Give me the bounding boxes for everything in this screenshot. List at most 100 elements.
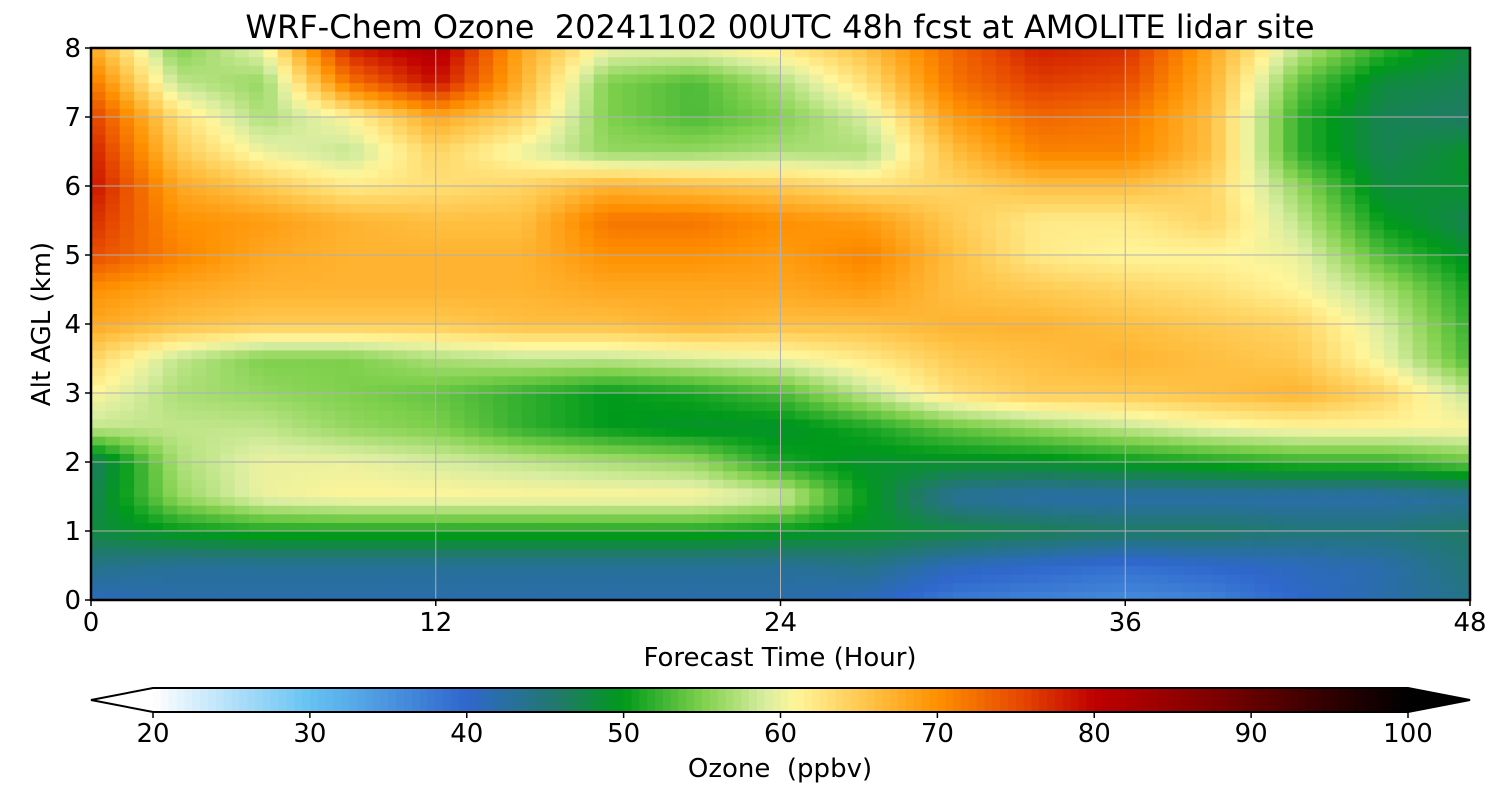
- heatmap-cell: [780, 384, 796, 394]
- heatmap-cell: [249, 168, 264, 178]
- heatmap-cell: [162, 117, 178, 127]
- heatmap-cell: [1082, 65, 1098, 75]
- heatmap-cell: [1082, 401, 1098, 411]
- heatmap-cell: [622, 160, 638, 170]
- heatmap-cell: [679, 194, 695, 204]
- heatmap-cell: [1182, 82, 1198, 92]
- heatmap-cell: [651, 48, 667, 58]
- heatmap-cell: [1168, 160, 1184, 170]
- heatmap-cell: [363, 73, 379, 84]
- heatmap-cell: [737, 315, 753, 325]
- heatmap-cell: [177, 574, 193, 584]
- heatmap-cell: [665, 237, 681, 247]
- heatmap-cell: [751, 255, 767, 265]
- heatmap-cell: [881, 522, 897, 532]
- heatmap-cell: [1168, 117, 1184, 127]
- heatmap-cell: [694, 108, 710, 118]
- heatmap-cell: [593, 565, 609, 575]
- heatmap-cell: [1024, 513, 1040, 523]
- heatmap-cell: [1067, 565, 1083, 575]
- heatmap-cell: [866, 384, 882, 394]
- heatmap-cell: [1039, 263, 1055, 273]
- heatmap-cell: [335, 341, 351, 351]
- heatmap-cell: [952, 306, 968, 316]
- heatmap-cell: [909, 453, 925, 463]
- heatmap-cell: [464, 82, 480, 92]
- heatmap-cell: [177, 229, 193, 239]
- heatmap-cell: [967, 531, 983, 541]
- heatmap-cell: [967, 298, 983, 308]
- heatmap-cell: [521, 134, 537, 144]
- heatmap-cell: [823, 436, 839, 446]
- heatmap-cell: [636, 91, 652, 101]
- heatmap-cell: [579, 384, 595, 394]
- heatmap-cell: [881, 505, 897, 515]
- heatmap-cell: [119, 513, 135, 523]
- heatmap-cell: [407, 479, 422, 489]
- heatmap-cell: [837, 211, 853, 222]
- heatmap-cell: [1125, 513, 1141, 523]
- heatmap-cell: [521, 56, 537, 66]
- heatmap-cell: [363, 237, 379, 247]
- heatmap-cell: [1182, 298, 1198, 308]
- heatmap-cell: [249, 280, 264, 291]
- heatmap-cell: [162, 375, 178, 385]
- heatmap-cell: [421, 358, 437, 368]
- heatmap-cell: [622, 177, 638, 187]
- heatmap-cell: [435, 272, 451, 282]
- heatmap-cell: [737, 591, 753, 600]
- heatmap-cell: [1082, 479, 1098, 489]
- heatmap-cell: [349, 211, 365, 222]
- heatmap-cell: [220, 349, 236, 360]
- heatmap-cell: [205, 505, 221, 515]
- heatmap-cell: [378, 255, 394, 265]
- heatmap-cell: [679, 556, 695, 567]
- heatmap-cell: [608, 332, 624, 342]
- heatmap-cell: [909, 401, 925, 411]
- heatmap-cell: [909, 82, 925, 92]
- heatmap-cell: [981, 341, 997, 351]
- heatmap-cell: [723, 73, 738, 84]
- heatmap-cell: [1096, 513, 1112, 523]
- heatmap-cell: [794, 591, 810, 600]
- heatmap-cell: [751, 280, 767, 291]
- heatmap-cell: [119, 177, 135, 187]
- heatmap-cell: [1024, 418, 1040, 429]
- heatmap-cell: [780, 263, 796, 273]
- heatmap-cell: [823, 151, 839, 161]
- heatmap-cell: [205, 246, 221, 256]
- heatmap-cell: [852, 56, 868, 66]
- heatmap-cell: [119, 358, 135, 368]
- heatmap-cell: [622, 65, 638, 75]
- heatmap-cell: [1082, 142, 1098, 153]
- heatmap-cell: [306, 324, 322, 334]
- heatmap-cell: [277, 220, 293, 230]
- heatmap-cell: [780, 211, 796, 222]
- heatmap-cell: [536, 487, 552, 498]
- heatmap-cell: [363, 177, 379, 187]
- heatmap-cell: [1182, 186, 1198, 196]
- heatmap-cell: [881, 186, 897, 196]
- heatmap-cell: [881, 280, 897, 291]
- heatmap-cell: [349, 306, 365, 316]
- heatmap-cell: [148, 574, 164, 584]
- heatmap-cell: [981, 203, 997, 213]
- heatmap-cell: [651, 246, 667, 256]
- heatmap-cell: [1067, 142, 1083, 153]
- heatmap-cell: [277, 384, 293, 394]
- heatmap-cell: [550, 134, 566, 144]
- heatmap-cell: [263, 539, 279, 549]
- heatmap-cell: [866, 108, 882, 118]
- heatmap-cell: [521, 496, 537, 506]
- heatmap-cell: [148, 410, 164, 420]
- heatmap-cell: [1067, 591, 1083, 600]
- heatmap-cell: [1053, 272, 1069, 282]
- heatmap-cell: [478, 73, 494, 84]
- heatmap-cell: [995, 453, 1011, 463]
- heatmap-cell: [177, 134, 193, 144]
- heatmap-cell: [708, 582, 724, 592]
- heatmap-cell: [1024, 367, 1040, 377]
- heatmap-cell: [751, 453, 767, 463]
- heatmap-cell: [220, 591, 236, 600]
- heatmap-cell: [263, 211, 279, 222]
